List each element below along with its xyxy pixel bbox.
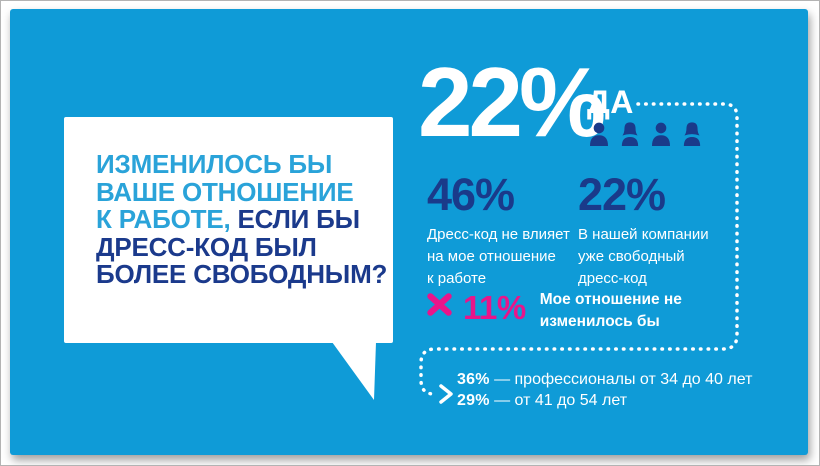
question-line-3a: К РАБОТЕ, [96, 204, 231, 235]
person-male-icon [652, 122, 670, 146]
stat-description: В нашей компании уже свободный дресс-код [578, 226, 709, 287]
stat-no-influence: 46% Дресс-код не влияет на мое отношение… [427, 172, 570, 290]
headline-percentage: 22% [418, 47, 606, 157]
stat-no-change: 11% Мое отношение не изменилось бы [427, 286, 682, 333]
stat-description: Дресс-код не влияет на мое отношение к р… [427, 226, 570, 287]
question-line-1: ИЗМЕНИЛОСЬ БЫ [96, 149, 333, 179]
question-line-3b: ЕСЛИ БЫ [237, 204, 361, 235]
question-text: ИЗМЕНИЛОСЬ БЫ ВАШЕ ОТНОШЕНИЕ К РАБОТЕ, Е… [96, 149, 388, 290]
person-male-icon [590, 122, 608, 146]
stat-description: Мое отношение не изменилось бы [539, 291, 682, 330]
age-percentage: 36% [457, 371, 490, 388]
people-icons-row [588, 122, 703, 146]
person-female-icon [621, 122, 639, 146]
headline-yes-label: ДА [587, 84, 634, 120]
stat-percentage: 46% [427, 169, 515, 220]
age-breakdown: 36% — профессионалы от 34 до 40 лет 29% … [457, 369, 752, 411]
x-cross-icon [427, 293, 452, 321]
bubble-tail [332, 342, 376, 400]
person-female-icon [683, 122, 701, 146]
stat-percentage: 11% [463, 289, 526, 326]
stat-already-free: 22% В нашей компании уже свободный дресс… [578, 172, 709, 290]
age-line-1: 36% — профессионалы от 34 до 40 лет [457, 371, 753, 388]
stat-percentage: 22% [578, 169, 666, 220]
question-line-2: ВАШЕ ОТНОШЕНИЕ [96, 176, 354, 207]
age-percentage: 29% [457, 392, 490, 409]
age-line-2: 29% — от 41 до 54 лет [457, 392, 628, 409]
infographic-card: ИЗМЕНИЛОСЬ БЫ ВАШЕ ОТНОШЕНИЕ К РАБОТЕ, Е… [10, 9, 808, 455]
question-line-4: ДРЕСС-КОД БЫЛ [96, 231, 317, 262]
question-bubble: ИЗМЕНИЛОСЬ БЫ ВАШЕ ОТНОШЕНИЕ К РАБОТЕ, Е… [64, 117, 393, 400]
arrow-right-icon [439, 384, 453, 404]
question-line-5: БОЛЕЕ СВОБОДНЫМ? [96, 259, 388, 290]
